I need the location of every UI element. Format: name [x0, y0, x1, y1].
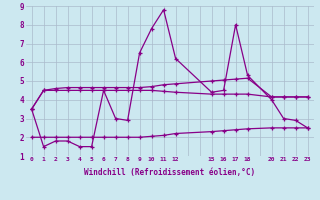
X-axis label: Windchill (Refroidissement éolien,°C): Windchill (Refroidissement éolien,°C): [84, 168, 255, 177]
